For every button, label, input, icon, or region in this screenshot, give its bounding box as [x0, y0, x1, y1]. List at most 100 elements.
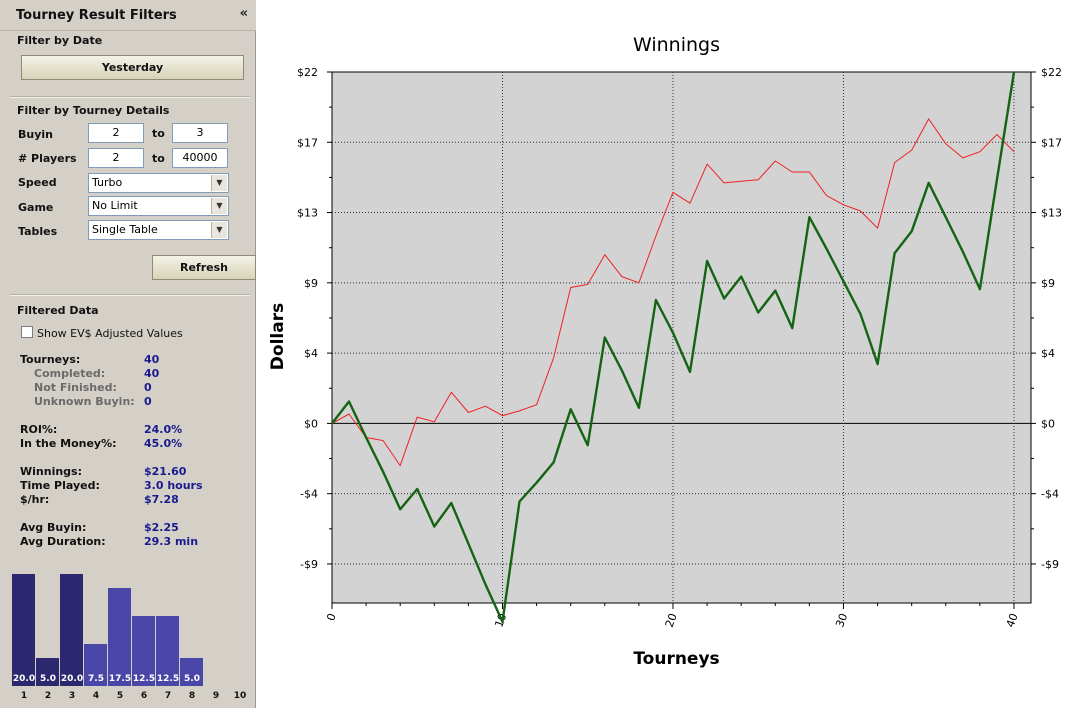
histogram-bin-label: 1	[20, 691, 28, 701]
histogram-bar	[84, 644, 107, 686]
y-tick-label-left: $13	[297, 207, 318, 220]
game-select-value: No Limit	[92, 199, 138, 212]
sidebar-title: Tourney Result Filters	[16, 8, 177, 23]
winnings-label: Winnings:	[20, 465, 82, 478]
sidebar-header: Tourney Result Filters «	[0, 0, 256, 31]
histogram-value-label: 5.0	[184, 674, 200, 684]
tourneys-value: 40	[144, 353, 160, 366]
players-label: # Players	[18, 152, 77, 165]
avg-duration-value: 29.3 min	[144, 535, 199, 548]
plot-area	[331, 71, 1032, 604]
histogram-value-label: 12.5	[132, 674, 156, 684]
buyin-max-input[interactable]: 3	[172, 123, 228, 143]
y-tick-label-left: -$9	[300, 558, 318, 571]
histogram-bin-label: 5	[116, 691, 124, 701]
time-played-label: Time Played:	[20, 479, 100, 492]
histogram-bar	[12, 574, 35, 686]
chevron-down-icon[interactable]: ▼	[211, 175, 227, 191]
histogram-value-label: 20.0	[12, 674, 36, 684]
chevron-down-icon[interactable]: ▼	[211, 198, 227, 214]
avg-buyin-value: $2.25	[144, 521, 179, 534]
histogram-value-label: 12.5	[156, 674, 180, 684]
y-tick-label-right: $22	[1041, 66, 1062, 79]
not-finished-value: 0	[144, 381, 152, 394]
winnings-value: $21.60	[144, 465, 187, 478]
not-finished-label: Not Finished:	[34, 381, 117, 394]
histogram-bin-label: 7	[164, 691, 172, 701]
tourneys-label: Tourneys:	[20, 353, 81, 366]
yesterday-button[interactable]: Yesterday	[21, 55, 244, 80]
y-tick-label-left: -$4	[300, 488, 318, 501]
y-tick-label-right: $4	[1041, 347, 1055, 360]
histogram-bar	[36, 658, 59, 686]
series-line-green	[331, 71, 1016, 623]
y-axis-label: Dollars	[268, 303, 288, 370]
histogram-bar	[180, 658, 203, 686]
speed-select[interactable]: Turbo ▼	[88, 173, 229, 193]
avg-buyin-label: Avg Buyin:	[20, 521, 87, 534]
ev-adjusted-checkbox[interactable]	[21, 326, 33, 338]
unknown-buyin-label: Unknown Buyin:	[34, 395, 135, 408]
histogram-bar	[156, 616, 179, 686]
unknown-buyin-value: 0	[144, 395, 152, 408]
x-axis-label: Tourneys	[633, 649, 719, 669]
refresh-button[interactable]: Refresh	[152, 255, 256, 280]
histogram-value-label: 20.0	[60, 674, 84, 684]
tables-select[interactable]: Single Table ▼	[88, 220, 229, 240]
speed-label: Speed	[18, 176, 57, 189]
speed-select-value: Turbo	[92, 176, 123, 189]
filtered-data-label: Filtered Data	[17, 304, 99, 317]
chevron-down-icon[interactable]: ▼	[211, 222, 227, 238]
itm-value: 45.0%	[144, 437, 183, 450]
histogram-bin-label: 8	[188, 691, 196, 701]
players-to-label: to	[152, 152, 165, 165]
y-tick-label-left: $22	[297, 66, 318, 79]
series-line-red	[331, 118, 1015, 467]
x-tick-label: 30	[833, 612, 850, 630]
x-tick-label: 40	[1004, 612, 1021, 630]
histogram-bin-label: 2	[44, 691, 52, 701]
histogram-bar	[60, 574, 83, 686]
players-max-input[interactable]: 40000	[172, 148, 228, 168]
ev-adjusted-label: Show EV$ Adjusted Values	[37, 327, 183, 340]
divider	[10, 294, 250, 296]
avg-duration-label: Avg Duration:	[20, 535, 106, 548]
per-hour-label: $/hr:	[20, 493, 50, 506]
game-select[interactable]: No Limit ▼	[88, 196, 229, 216]
y-tick-label-left: $17	[297, 136, 318, 149]
finish-position-histogram: 20.0 1 5.0 2 20.0 3 7.5 4 17.5 5 12.5 6 12.5 7 5.0 8 9 10	[12, 555, 252, 705]
histogram-value-label: 5.0	[40, 674, 56, 684]
per-hour-value: $7.28	[144, 493, 179, 506]
histogram-bin-label: 6	[140, 691, 148, 701]
y-tick-label-right: $13	[1041, 207, 1062, 220]
chart-title: Winnings	[633, 34, 720, 56]
buyin-label: Buyin	[18, 128, 53, 141]
y-tick-label-left: $9	[304, 277, 318, 290]
tables-select-value: Single Table	[92, 223, 158, 236]
game-label: Game	[18, 201, 54, 214]
histogram-bar	[132, 616, 155, 686]
y-tick-label-left: $4	[304, 347, 318, 360]
filter-by-date-label: Filter by Date	[17, 34, 103, 47]
divider	[10, 96, 250, 98]
x-tick-label: 20	[663, 612, 680, 630]
winnings-chart: -$9 -$9 -$4 -$4 $0 $0 $4 $4 $9 $9 $13 $13 $17 $17 $22 $…	[268, 34, 1062, 669]
completed-value: 40	[144, 367, 160, 380]
roi-value: 24.0%	[144, 423, 183, 436]
buyin-to-label: to	[152, 127, 165, 140]
players-min-input[interactable]: 2	[88, 148, 144, 168]
buyin-min-input[interactable]: 2	[88, 123, 144, 143]
y-tick-label-right: $17	[1041, 136, 1062, 149]
tables-label: Tables	[18, 225, 58, 238]
roi-label: ROI%:	[20, 423, 58, 436]
x-tick-label: 0	[324, 612, 339, 623]
itm-label: In the Money%:	[20, 437, 117, 450]
histogram-bin-label: 4	[92, 691, 100, 701]
collapse-sidebar-icon[interactable]: «	[239, 6, 248, 21]
histogram-value-label: 17.5	[108, 674, 132, 684]
y-tick-label-right: $0	[1041, 417, 1055, 430]
y-tick-label-right: -$9	[1041, 558, 1059, 571]
filter-by-details-label: Filter by Tourney Details	[17, 104, 170, 117]
histogram-bin-label: 3	[68, 691, 76, 701]
y-tick-label-left: $0	[304, 417, 318, 430]
